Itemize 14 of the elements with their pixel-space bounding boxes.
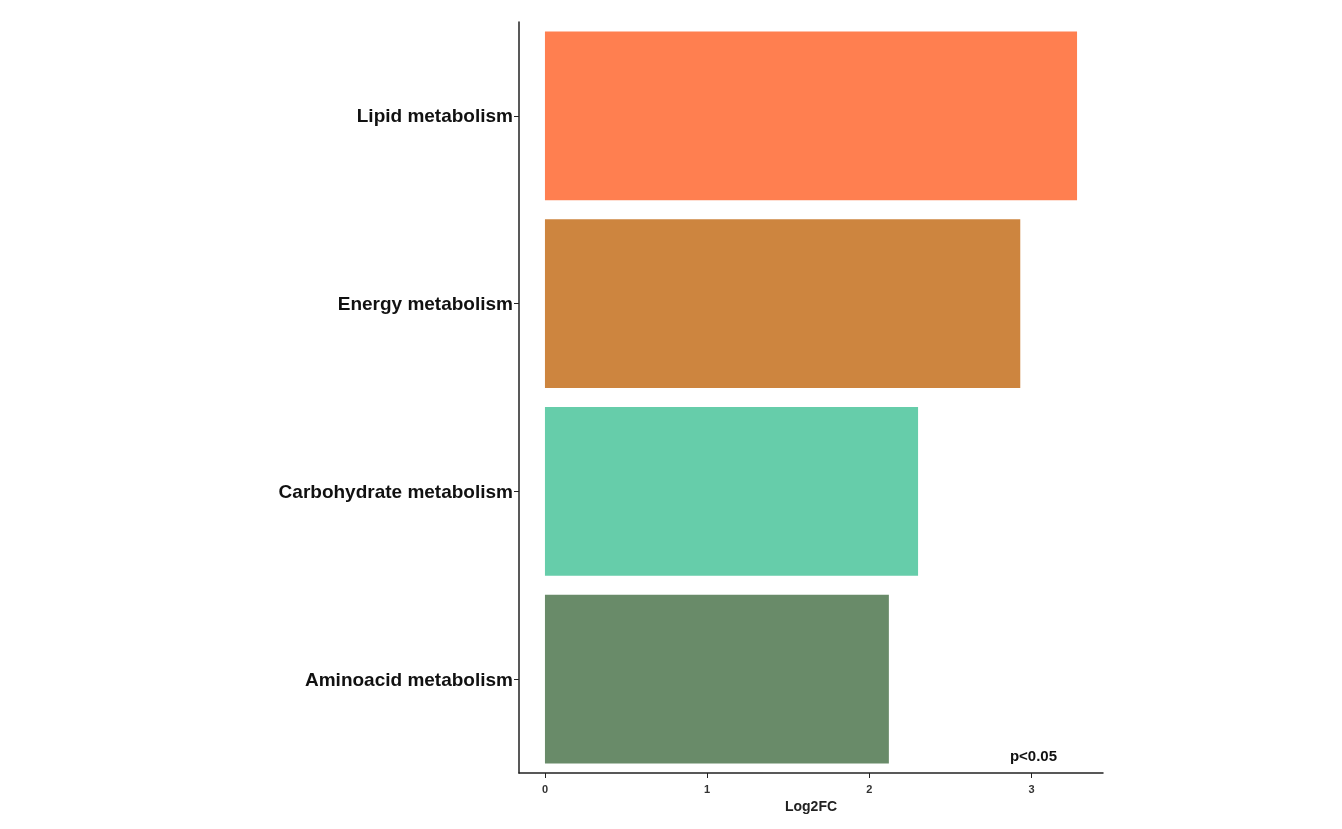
x-axis-title: Log2FC [784,797,838,814]
y-tick-label: Aminoacid metabolism [305,668,513,690]
annotation: p<0.05 [1009,747,1058,764]
bar [544,31,1078,201]
x-tick-label: 3 [1028,782,1035,795]
x-tick-label: 2 [866,782,873,795]
x-tick-label: 1 [704,782,711,795]
y-tick-label: Carbohydrate metabolism [278,480,513,502]
y-tick-label: Lipid metabolism [356,105,513,127]
y-tick-label: Energy metabolism [337,293,513,315]
bar [544,219,1021,389]
bar [544,594,889,764]
x-tick-label: 0 [541,782,549,795]
bar [544,406,919,576]
